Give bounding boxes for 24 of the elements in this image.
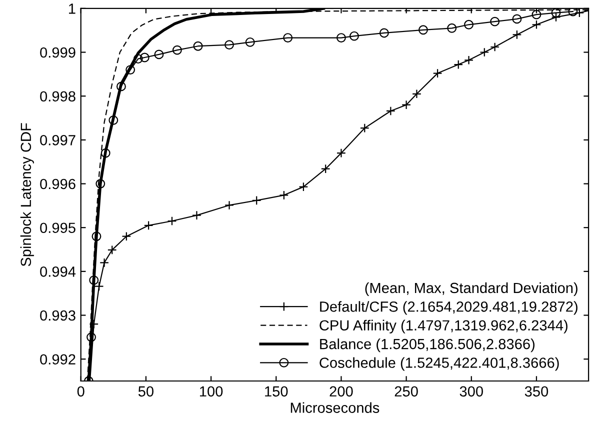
- y-tick-label: 0.996: [40, 178, 76, 190]
- x-tick-label: 150: [265, 386, 288, 397]
- y-tick-label: 0.997: [40, 135, 76, 146]
- x-tick-label: 100: [200, 386, 223, 397]
- legend-label: Balance (1.5205,186.506,2.8366): [320, 338, 535, 352]
- x-tick-label: 0: [77, 386, 84, 397]
- y-tick-label: 1: [69, 4, 76, 14]
- y-tick-label: 0.998: [40, 91, 76, 102]
- x-axis-title: Microseconds: [290, 402, 380, 413]
- y-tick-label: 0.993: [40, 310, 76, 321]
- x-tick-label: 350: [524, 386, 548, 397]
- y-tick-label: 0.992: [40, 354, 76, 365]
- legend-title: (Mean, Max, Standard Deviation): [365, 282, 578, 296]
- x-tick-label: 200: [330, 386, 353, 397]
- y-tick-label: 0.995: [40, 222, 76, 234]
- x-tick-label: 250: [394, 386, 418, 397]
- legend-label: CPU Affinity (1.4797,1319.962,6.2344): [320, 320, 568, 334]
- legend-label: Coschedule (1.5245,422.401,8.3666): [320, 357, 559, 371]
- y-tick-label: 0.999: [40, 47, 76, 58]
- x-tick-label: 50: [138, 386, 154, 397]
- y-tick-label: 0.994: [40, 266, 76, 277]
- x-tick-label: 300: [460, 386, 483, 397]
- legend-label: Default/CFS (2.1654,2029.481,19.2872): [320, 301, 578, 315]
- y-axis-title: Spinlock Latency CDF: [20, 123, 34, 266]
